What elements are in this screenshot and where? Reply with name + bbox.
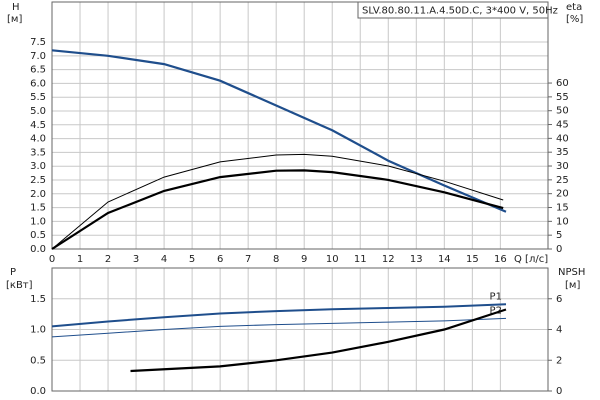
y-tick-label: 0.0: [30, 386, 46, 397]
curve-label: P2: [490, 305, 502, 316]
y-axis-label: P: [10, 267, 16, 278]
y2-tick-label: 50: [556, 106, 569, 117]
y2-tick-label: 40: [556, 133, 569, 144]
chart-title: SLV.80.80.11.A.4.50D.C, 3*400 V, 50Hz: [362, 6, 558, 17]
x-tick-label: 7: [245, 254, 251, 265]
x-tick-label: 1: [77, 254, 83, 265]
x-tick-label: 9: [301, 254, 307, 265]
y2-tick-label: 6: [556, 294, 562, 305]
x-tick-label: 12: [382, 254, 395, 265]
y2-tick-label: 2: [556, 355, 562, 366]
y-tick-label: 6.5: [30, 65, 46, 76]
y2-axis-unit: [%]: [566, 14, 583, 25]
x-tick-label: 6: [217, 254, 223, 265]
title-box: [357, 1, 549, 19]
y2-tick-label: 5: [556, 230, 562, 241]
x-tick-label: 4: [161, 254, 167, 265]
plot-frame: [51, 1, 549, 250]
y-axis-unit: [кВт]: [6, 280, 33, 291]
y-tick-label: 5.5: [30, 92, 46, 103]
y2-tick-label: 25: [556, 175, 569, 186]
y-tick-label: 1.5: [30, 203, 46, 214]
y-tick-label: 4.0: [30, 134, 46, 145]
y-tick-label: 7.0: [30, 51, 46, 62]
y-axis-unit: [м]: [7, 14, 22, 25]
x-tick-label: 0: [49, 254, 55, 265]
y-tick-label: 5.0: [30, 106, 46, 117]
x-tick-label: 11: [354, 254, 367, 265]
y2-tick-label: 35: [556, 147, 569, 158]
y-tick-label: 2.5: [30, 175, 46, 186]
y2-tick-label: 55: [556, 92, 569, 103]
y-tick-label: 0.0: [30, 244, 46, 255]
x-tick-label: 14: [438, 254, 451, 265]
curve: [51, 317, 507, 338]
y2-tick-label: 15: [556, 203, 569, 214]
y2-tick-label: 20: [556, 189, 569, 200]
x-tick-label: 15: [466, 254, 479, 265]
curve: [51, 303, 507, 328]
y-axis-label: H: [12, 2, 20, 13]
y-tick-label: 4.5: [30, 120, 46, 131]
x-axis-label: Q [л/с]: [514, 254, 548, 265]
y2-axis-label: NPSH: [558, 267, 585, 278]
y2-tick-label: 4: [556, 325, 562, 336]
y-tick-label: 0.5: [30, 230, 46, 241]
y-tick-label: 1.0: [30, 216, 46, 227]
y-tick-label: 3.0: [30, 161, 46, 172]
y-tick-label: 6.0: [30, 78, 46, 89]
y2-tick-label: 60: [556, 78, 569, 89]
y2-tick-label: 0: [556, 244, 562, 255]
curve: [51, 49, 507, 213]
curve-label: P1: [490, 291, 502, 302]
y2-axis-label: eta: [566, 2, 582, 13]
y2-axis-unit: [м]: [565, 280, 580, 291]
y2-tick-label: 45: [556, 120, 569, 131]
x-tick-label: 10: [326, 254, 339, 265]
curve: [130, 308, 507, 373]
x-tick-label: 13: [410, 254, 423, 265]
x-tick-label: 16: [494, 254, 507, 265]
y2-tick-label: 10: [556, 216, 569, 227]
y2-tick-label: 0: [556, 386, 562, 397]
x-tick-label: 5: [189, 254, 195, 265]
y-tick-label: 1.0: [30, 325, 46, 336]
curve: [51, 153, 504, 250]
y-tick-label: 0.5: [30, 355, 46, 366]
curve: [51, 169, 504, 250]
y-tick-label: 1.5: [30, 294, 46, 305]
y-tick-label: 7.5: [30, 37, 46, 48]
y-tick-label: 3.5: [30, 147, 46, 158]
y2-tick-label: 30: [556, 161, 569, 172]
x-tick-label: 2: [105, 254, 111, 265]
y-tick-label: 2.0: [30, 189, 46, 200]
x-tick-label: 3: [133, 254, 139, 265]
x-tick-label: 8: [273, 254, 279, 265]
